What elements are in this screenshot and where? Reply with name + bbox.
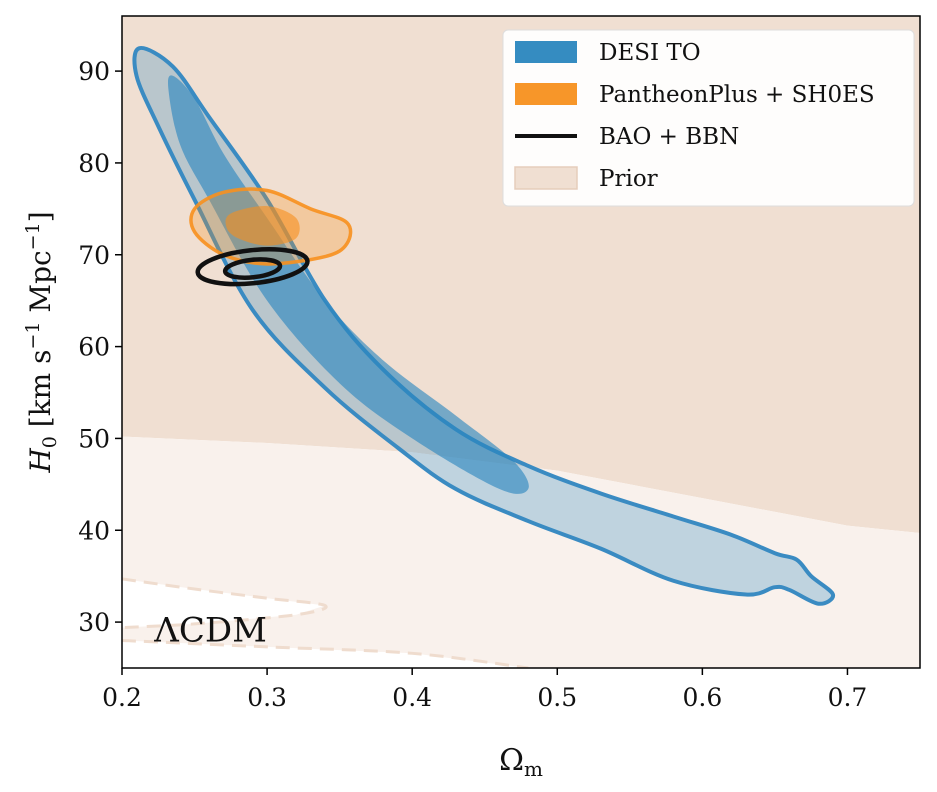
desi-contour-68 <box>167 75 529 494</box>
legend-label-pantheonplus-sh0es: PantheonPlus + SH0ES <box>599 82 875 108</box>
x-axis-label: Ωm <box>499 743 543 781</box>
legend-label-bao-bbn: BAO + BBN <box>599 124 739 150</box>
y-tick-label: 70 <box>78 241 110 270</box>
legend-swatch-desi-to <box>515 41 577 63</box>
y-axis-label-unit-mid: Mpc <box>24 250 57 321</box>
y-axis-label-exp2: −1 <box>22 222 44 250</box>
y-tick-label: 80 <box>78 149 110 178</box>
y-axis-label-unit-open: [km s <box>24 350 57 437</box>
prior-region-lower <box>122 436 920 668</box>
plot-frame <box>121 15 921 669</box>
y-axis-label-sub: 0 <box>39 436 61 448</box>
y-tick-label: 40 <box>78 516 110 545</box>
y-tick-label: 30 <box>78 608 110 637</box>
x-tick-label: 0.6 <box>682 683 722 712</box>
prior-boundary-upper <box>122 577 328 630</box>
series-bao-bbn <box>195 247 310 287</box>
x-tick-label: 0.2 <box>102 683 142 712</box>
series-pantheonplus-sh0es <box>189 187 353 266</box>
x-axis-label-sub: m <box>524 757 543 781</box>
y-axis: 30 40 50 60 70 80 90 <box>78 57 122 637</box>
x-tick-label: 0.5 <box>537 683 577 712</box>
legend-box <box>502 29 915 207</box>
legend: DESI TO PantheonPlus + SH0ES BAO + BBN Prio… <box>502 29 915 207</box>
y-axis-label: H0 [km s−1 Mpc−1] <box>22 211 61 473</box>
x-tick-label: 0.3 <box>247 683 287 712</box>
bao-contour-95 <box>195 247 310 287</box>
legend-label-prior: Prior <box>599 166 658 192</box>
annotations: ΛCDM <box>153 610 267 650</box>
legend-swatch-pantheonplus-sh0es <box>515 83 577 105</box>
bao-contour-68 <box>222 257 283 280</box>
x-axis: 0.2 0.3 0.4 0.5 0.6 0.7 <box>102 668 867 712</box>
annotation-lcdm: ΛCDM <box>153 610 267 650</box>
x-axis-label-symbol: Ω <box>499 743 524 778</box>
y-tick-label: 50 <box>78 424 110 453</box>
y-tick-label: 90 <box>78 57 110 86</box>
legend-label-desi-to: DESI TO <box>599 40 701 66</box>
series-desi-to <box>132 46 835 606</box>
y-tick-label: 60 <box>78 333 110 362</box>
x-tick-label: 0.7 <box>828 683 868 712</box>
y-axis-label-exp1: −1 <box>22 321 44 349</box>
pantheon-contour-68 <box>225 206 300 246</box>
y-axis-label-unit-close: ] <box>24 211 57 222</box>
x-tick-label: 0.4 <box>392 683 432 712</box>
y-axis-label-symbol: H <box>24 448 57 474</box>
prior-boundary-lower <box>122 638 529 668</box>
legend-swatch-prior <box>514 166 578 190</box>
